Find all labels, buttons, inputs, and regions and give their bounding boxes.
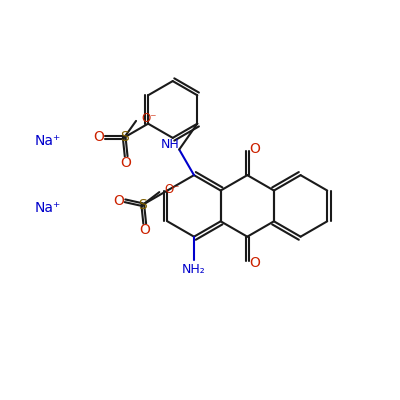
Text: O: O (113, 194, 124, 208)
Text: O: O (249, 142, 260, 156)
Text: O: O (139, 223, 150, 237)
Text: O: O (249, 256, 260, 270)
Text: S: S (138, 198, 147, 212)
Text: Na⁺: Na⁺ (34, 201, 60, 215)
Text: NH₂: NH₂ (182, 262, 206, 276)
Text: S: S (120, 130, 128, 144)
Text: NH: NH (161, 138, 180, 151)
Text: Na⁺: Na⁺ (34, 134, 60, 148)
Text: O⁻: O⁻ (142, 112, 157, 125)
Text: O: O (94, 130, 104, 144)
Text: O⁻: O⁻ (165, 183, 180, 196)
Text: O: O (121, 156, 132, 170)
